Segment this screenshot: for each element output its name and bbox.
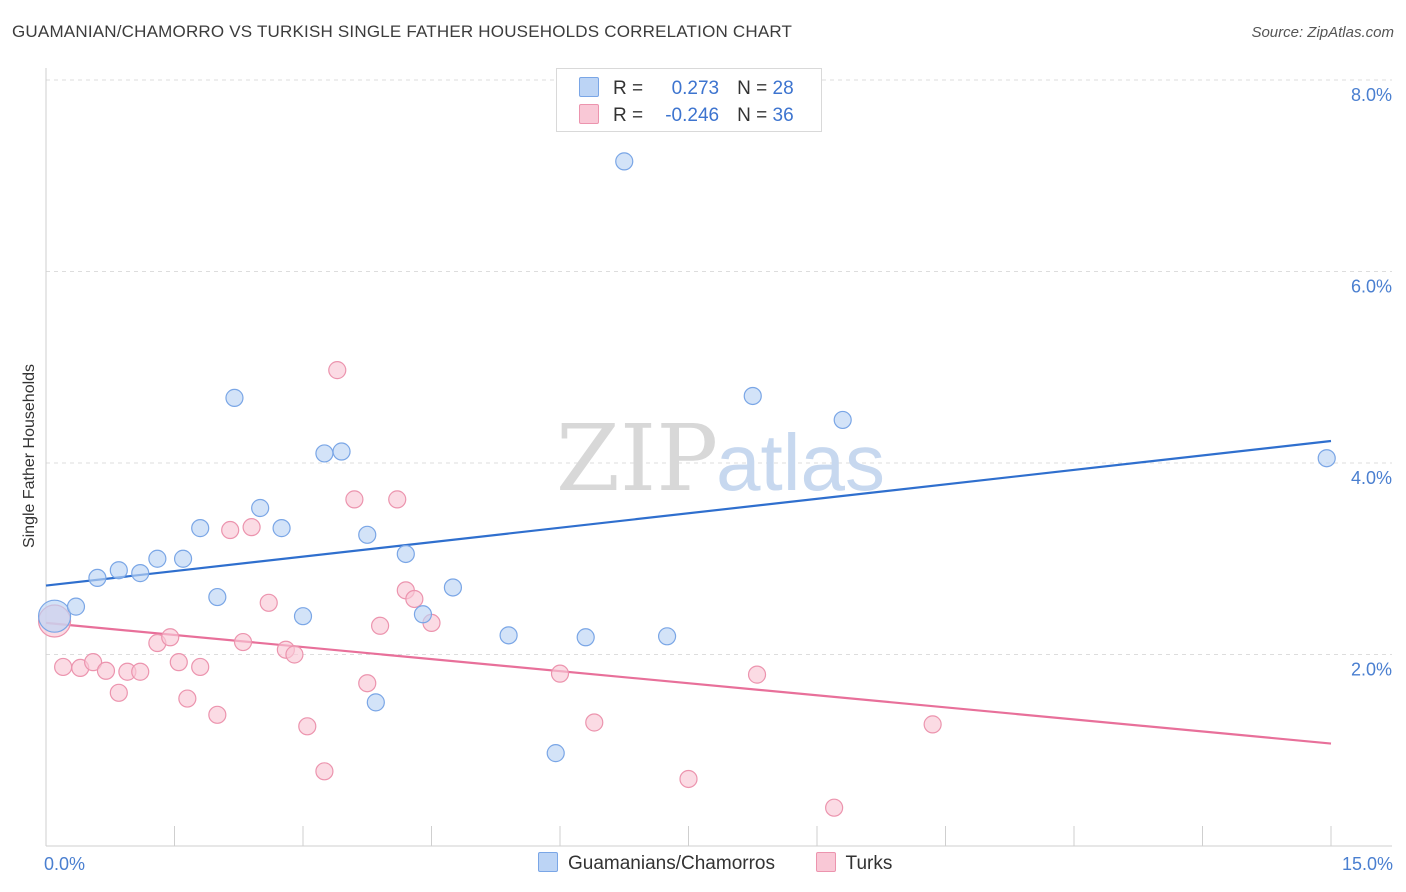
x-tick-label: 15.0% [1342, 854, 1393, 874]
data-points [37, 152, 1336, 817]
n-value-guamanians: 28 [772, 78, 794, 99]
data-point [191, 519, 210, 538]
x-tick-label: 0.0% [44, 854, 85, 874]
legend-swatch-blue [579, 77, 599, 97]
watermark-zip: ZIP [556, 405, 718, 512]
data-point [388, 490, 407, 509]
data-point [833, 410, 852, 430]
data-point [272, 519, 291, 538]
gridlines [46, 79, 1392, 655]
trend-lines [45, 439, 1332, 745]
correlation-legend: R = 0.273 N = 28 R = -0.246 N = 36 [556, 68, 822, 132]
r-label: R = [613, 78, 644, 99]
trend-line [45, 621, 1332, 745]
n-value-turks: 36 [772, 105, 794, 126]
data-point [546, 744, 565, 763]
source-label: Source: ZipAtlas.com [1251, 24, 1394, 41]
data-point [148, 549, 167, 568]
data-point [315, 762, 334, 781]
data-point [109, 561, 128, 580]
r-value-turks: -0.246 [665, 105, 720, 126]
data-point [208, 587, 227, 607]
data-point [747, 665, 767, 684]
data-point [54, 657, 73, 677]
data-point [923, 715, 942, 734]
data-point [233, 632, 253, 652]
data-point [173, 549, 193, 568]
chart-title: GUAMANIAN/CHAMORRO VS TURKISH SINGLE FAT… [12, 22, 793, 41]
data-point [84, 653, 103, 672]
tick-labels: 2.0% 4.0% 6.0% 8.0% 0.0% 15.0% [44, 85, 1393, 874]
legend-swatch-turks [815, 852, 836, 872]
y-tick-label: 4.0% [1351, 468, 1392, 488]
data-point [366, 693, 385, 712]
data-point [208, 705, 227, 724]
legend-row-guamanians: R = 0.273 N = 28 [579, 77, 794, 103]
data-point [576, 628, 595, 647]
data-point [358, 674, 377, 693]
y-tick-label: 2.0% [1351, 660, 1392, 680]
data-point [131, 662, 150, 681]
data-point [191, 657, 210, 677]
data-point [315, 444, 334, 463]
data-point [396, 544, 415, 564]
y-tick-label: 8.0% [1351, 85, 1392, 105]
data-point [66, 597, 86, 616]
axes [45, 68, 1392, 847]
n-label: N = [737, 105, 768, 126]
data-point [96, 661, 116, 680]
data-point [413, 605, 433, 624]
legend-label-guamanians: Guamanians/Chamorros [568, 853, 775, 874]
data-point [293, 607, 313, 626]
series-legend: Guamanians/Chamorros Turks [538, 852, 892, 875]
data-point [37, 599, 72, 633]
legend-swatch-guamanians [538, 852, 558, 872]
data-point [242, 518, 261, 537]
data-point [225, 388, 244, 407]
n-label: N = [737, 78, 768, 99]
legend-label-turks: Turks [845, 853, 893, 874]
data-point [825, 798, 844, 817]
data-point [298, 717, 317, 736]
legend-swatch-pink [579, 104, 599, 124]
data-point [161, 628, 180, 647]
data-point [178, 689, 197, 708]
data-point [328, 361, 347, 380]
watermark: ZIP atlas [556, 405, 885, 512]
data-point [585, 713, 604, 732]
data-point [88, 568, 107, 588]
data-point [679, 769, 698, 789]
y-tick-label: 6.0% [1351, 277, 1392, 297]
data-point [615, 152, 634, 171]
data-point [109, 683, 128, 702]
data-point [657, 627, 677, 646]
data-point [550, 664, 570, 683]
data-point [499, 626, 518, 645]
data-point [443, 578, 463, 597]
data-point [251, 498, 270, 518]
r-value-guamanians: 0.273 [671, 78, 720, 99]
data-point [358, 525, 377, 544]
data-point [259, 593, 278, 612]
data-point [371, 616, 390, 635]
data-point [221, 520, 240, 540]
data-point [743, 386, 762, 406]
data-point [169, 653, 188, 672]
data-point [1317, 449, 1336, 468]
trend-line [45, 439, 1332, 587]
legend-row-turks: R = -0.246 N = 36 [579, 104, 794, 130]
r-label: R = [613, 105, 644, 126]
data-point [405, 589, 424, 609]
data-point [345, 490, 364, 509]
data-point [332, 442, 351, 461]
y-axis-label: Single Father Households [21, 364, 38, 548]
watermark-atlas: atlas [716, 418, 885, 507]
data-point [131, 564, 150, 583]
data-point [285, 645, 304, 664]
